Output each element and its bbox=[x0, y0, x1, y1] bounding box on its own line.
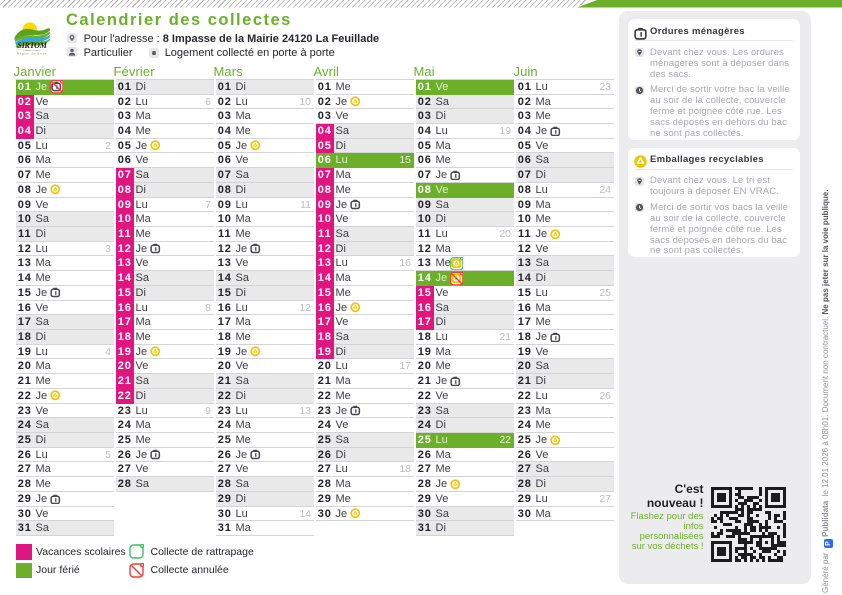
svg-text:Région de Brive: Région de Brive bbox=[17, 52, 47, 56]
svg-text:SIRTOM: SIRTOM bbox=[17, 41, 47, 50]
